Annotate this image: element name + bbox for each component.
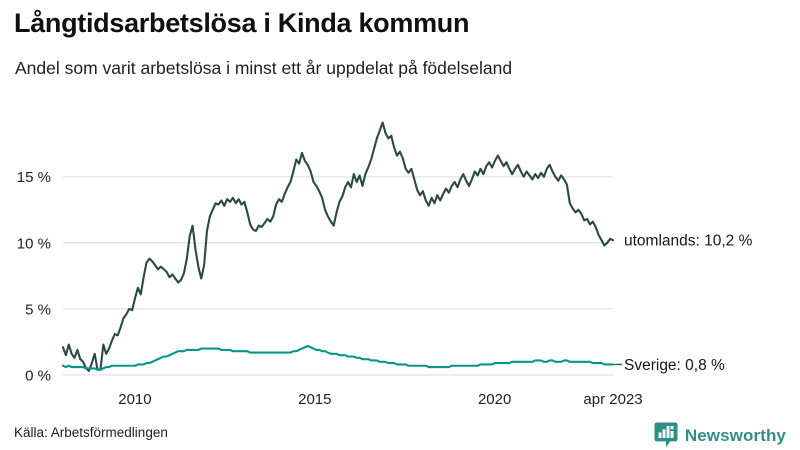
series-line-utomlands — [61, 121, 615, 373]
x-tick-label: 2010 — [118, 391, 151, 408]
series-end-label-sverige: Sverige: 0,8 % — [624, 357, 725, 374]
page-title: Långtidsarbetslösa i Kinda kommun — [14, 8, 470, 38]
y-tick-label: 15 % — [17, 169, 51, 186]
x-tick-label: 2020 — [478, 391, 511, 408]
chart-subtitle: Andel som varit arbetslösa i minst ett å… — [15, 58, 513, 78]
series-end-label-utomlands: utomlands: 10,2 % — [624, 233, 753, 250]
y-tick-label: 0 % — [25, 368, 51, 385]
y-axis-tick-labels: 0 % 5 % 10 % 15 % — [17, 169, 51, 384]
series-line-sverige — [61, 344, 615, 371]
logo-wordmark: Newsworthy — [684, 425, 786, 445]
x-axis-tick-labels: 2010 2015 2020 apr 2023 — [118, 391, 642, 408]
x-tick-label: 2015 — [298, 391, 331, 408]
newsworthy-logo: Newsworthy — [654, 421, 786, 449]
x-tick-label: apr 2023 — [583, 391, 642, 408]
y-tick-label: 10 % — [17, 235, 51, 252]
newsworthy-bar-chart-pin-icon — [654, 422, 678, 448]
series-lines — [61, 121, 615, 373]
source-note: Källa: Arbetsförmedlingen — [14, 425, 168, 440]
y-tick-label: 5 % — [25, 301, 51, 318]
gridlines — [63, 176, 613, 376]
series-annotations: utomlands: 10,2 % Sverige: 0,8 % — [614, 233, 753, 374]
